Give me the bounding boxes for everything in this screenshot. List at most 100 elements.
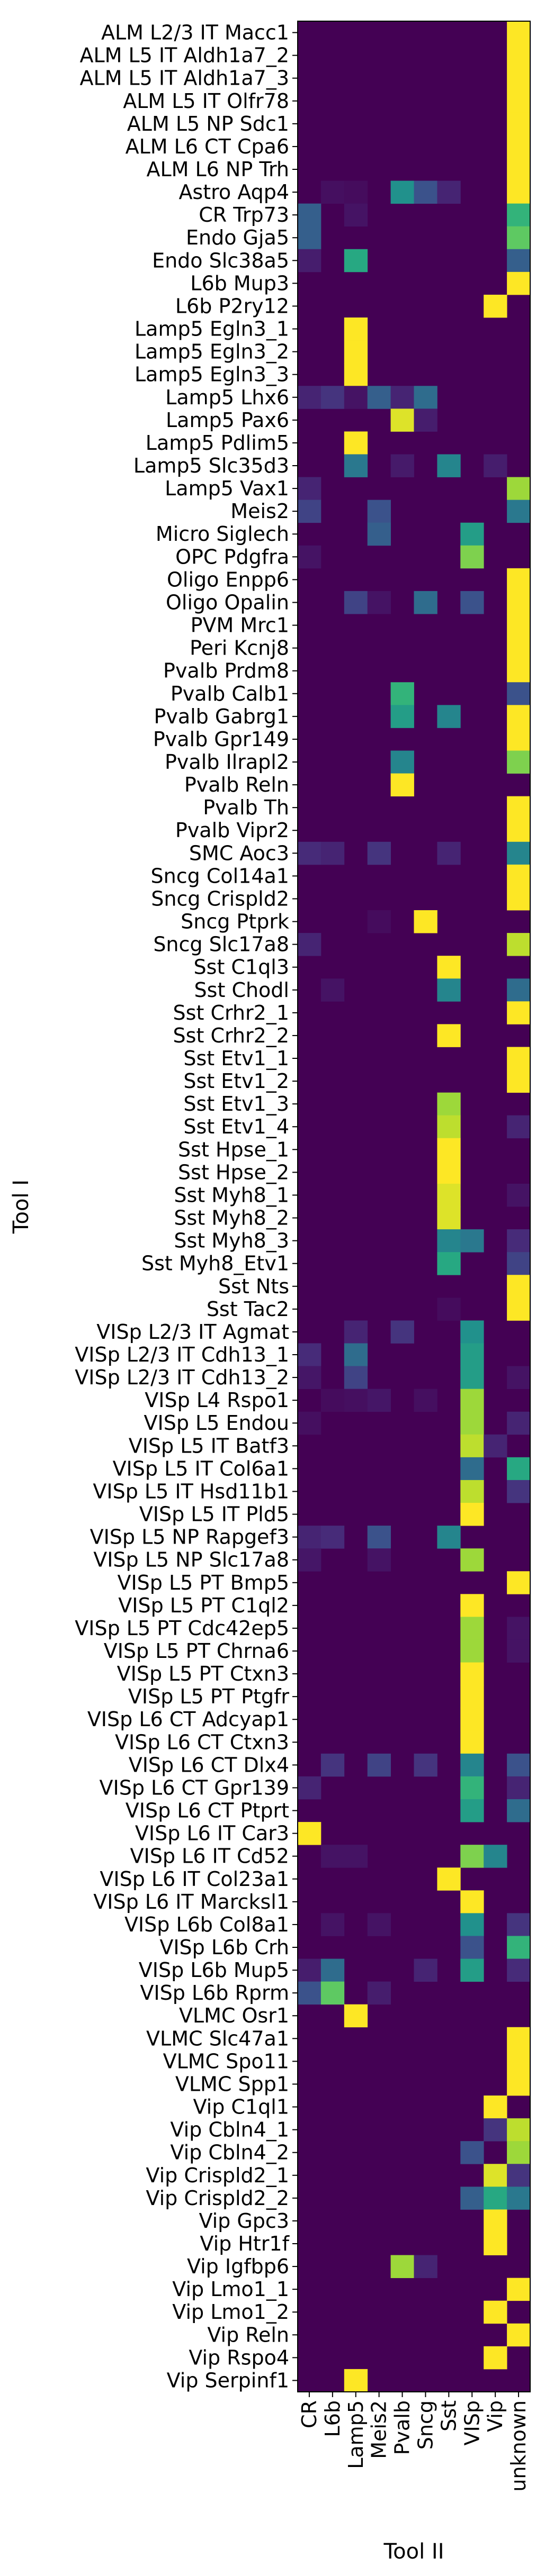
heatmap-cell [437,454,461,477]
heatmap-cell [414,591,437,614]
y-tick-label: Endo Gja5 [186,226,289,249]
y-tick-label: VISp L6 IT Col23a1 [100,1867,289,1891]
heatmap-cell [460,1320,484,1344]
y-tick-label: VISp L6 CT Adcyap1 [87,1708,289,1731]
y-tick-label: ALM L5 IT Aldh1a7_2 [79,44,289,67]
heatmap-cell [390,750,414,774]
heatmap-cell [298,386,321,409]
heatmap-cell [298,226,321,250]
heatmap-cell [344,2004,368,2028]
heatmap-cell [507,1115,531,1139]
heatmap-cell [507,2027,531,2051]
heatmap-cell [507,887,531,911]
heatmap-cell [484,2096,507,2119]
heatmap-cell [367,910,391,933]
heatmap-cell [414,2255,437,2279]
heatmap-cell [344,1366,368,1390]
y-tick-label: VISp L2/3 IT Cdh13_1 [75,1343,289,1366]
heatmap-cell [507,112,531,135]
heatmap-cell [507,477,531,501]
y-tick-label: Vip Gpc3 [199,2209,289,2233]
heatmap-cell [344,318,368,341]
y-tick-label: VLMC Slc47a1 [146,2027,289,2050]
heatmap-cell [507,271,531,295]
y-tick-label: VLMC Osr1 [179,2004,289,2027]
heatmap-cell [344,1343,368,1366]
heatmap-cell [437,1138,461,1162]
y-tick-label: Vip Igfbp6 [187,2255,289,2278]
heatmap-cell [320,1753,345,1777]
heatmap-cell [460,2141,484,2164]
heatmap-cell [437,1207,461,1230]
heatmap-cell [390,773,414,797]
heatmap-cell [460,1685,484,1709]
y-tick-label: Pvalb Th [203,796,289,819]
y-tick-label: VISp L6 CT Ptprt [126,1799,289,1822]
heatmap-cell [507,1753,531,1777]
y-tick-label: VISp L5 IT Pld5 [139,1503,289,1526]
heatmap-cell [414,1753,437,1777]
heatmap-cell [484,294,507,318]
heatmap-cell [344,386,368,409]
heatmap-cell [460,2187,484,2210]
x-tick-label: L6b [321,2400,344,2437]
y-tick-label: VISp L2/3 IT Agmat [96,1320,289,1344]
heatmap-cell [344,2369,368,2392]
y-tick-label: ALM L2/3 IT Macc1 [101,21,289,44]
y-tick-label: Sst Nts [218,1275,289,1298]
heatmap-cell [320,1526,345,1549]
heatmap-cell [507,158,531,181]
y-tick-label: Sncg Ptprk [181,910,289,933]
heatmap-cell [344,1845,368,1868]
heatmap-cell [507,2118,531,2142]
heatmap-cell [507,1001,531,1024]
heatmap-cell [367,1389,391,1412]
heatmap-cell [298,545,321,569]
heatmap-cell [507,864,531,888]
heatmap-cell [298,1822,321,1845]
y-tick-label: VISp L5 PT Bmp5 [117,1571,289,1594]
heatmap-cell [507,1069,531,1093]
heatmap-cell [460,591,484,614]
heatmap-cell [320,841,345,865]
heatmap-cell [507,135,531,158]
y-tick-label: Astro Aqp4 [178,180,289,204]
y-tick-label: Lamp5 Egln3_1 [135,318,289,341]
heatmap-cell [507,203,531,227]
heatmap-cell [507,1480,531,1503]
y-tick-label: VISp L6 CT Gpr139 [100,1776,290,1799]
y-tick-label: Lamp5 Egln3_2 [135,340,289,364]
heatmap-cell [507,67,531,90]
y-tick-label: VISp L5 PT Cdc42ep5 [75,1617,289,1640]
plot-background [298,21,530,2392]
heatmap-cell [460,522,484,546]
y-tick-label: Endo Slc38a5 [152,249,289,272]
heatmap-cell [460,1913,484,1936]
heatmap-cell [414,910,437,933]
heatmap-cell [507,44,531,67]
heatmap-cell [460,1639,484,1663]
y-tick-label: Pvalb Calb1 [171,682,289,705]
y-tick-label: Sst C1ql3 [194,956,289,979]
y-tick-label: Lamp5 Egln3_3 [135,363,289,386]
y-tick-label: Sst Chodl [194,978,289,1002]
heatmap-cell [298,477,321,501]
heatmap-cell [484,2164,507,2187]
heatmap-cell [414,180,437,204]
y-tick-label: VISp L5 NP Rapgef3 [90,1526,289,1549]
y-tick-label: VISp L5 PT Chrna6 [104,1639,289,1663]
heatmap-cell [460,1958,484,1982]
heatmap-cell [507,2187,531,2210]
heatmap-cell [298,933,321,956]
heatmap-cell [460,1708,484,1731]
heatmap-cell [437,1298,461,1321]
x-tick-label: Pvalb [391,2400,414,2455]
y-tick-label: Sst Etv1_2 [183,1069,289,1093]
heatmap-cell [484,1845,507,1868]
heatmap-cell [298,500,321,523]
heatmap-cell [484,2209,507,2233]
y-tick-label: VISp L6 CT Ctxn3 [115,1730,289,1754]
heatmap-cell [367,1548,391,1572]
